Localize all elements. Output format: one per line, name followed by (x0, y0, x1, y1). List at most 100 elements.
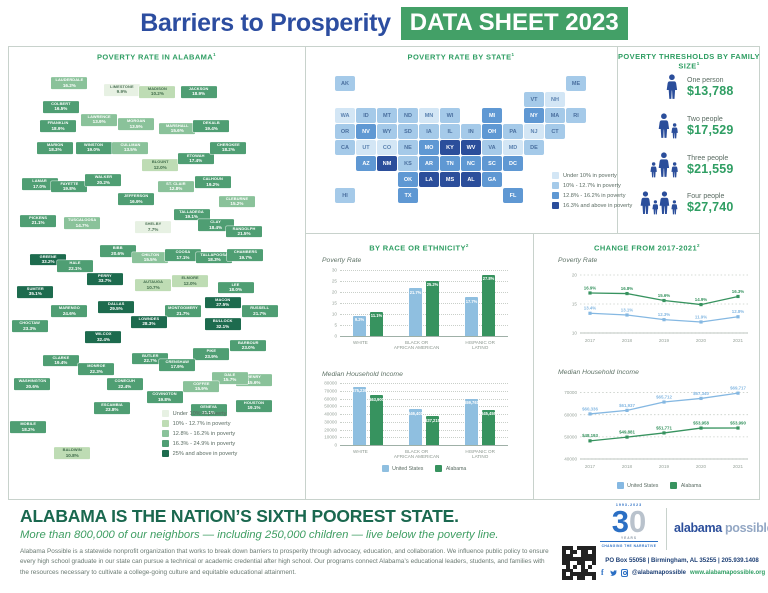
footer-subheading: More than 800,000 of our neighbors — inc… (20, 529, 499, 541)
bar-united-states: 9.2% (353, 315, 366, 336)
legend-swatch (161, 440, 169, 448)
county-value: 10.2% (150, 91, 164, 97)
gridline (340, 437, 508, 439)
county-value: 22.4% (118, 383, 132, 389)
county-houston: HOUSTON 19.1% (235, 399, 272, 412)
county-washington: WASHINGTON 20.6% (14, 378, 51, 391)
county-tuscaloosa: TUSCALOOSA 14.7% (64, 217, 101, 229)
bar-alabama: $37,215 (425, 416, 440, 445)
county-value: 21.1% (31, 220, 45, 226)
county-dallas: DALLAS 29.5% (98, 301, 135, 313)
svg-text:2019: 2019 (659, 338, 670, 343)
state-ME: ME (566, 76, 586, 91)
facebook-icon[interactable]: f (600, 568, 604, 577)
state-MT: MT (377, 108, 397, 123)
svg-text:$53,958: $53,958 (693, 420, 709, 425)
county-name: CLEBURNE (225, 195, 249, 201)
state-VT: VT (524, 92, 544, 107)
y-axis-tick: 40000 (324, 411, 337, 417)
county-value: 16.9% (129, 199, 143, 205)
threshold-row: Four people $27,740 (626, 191, 756, 215)
state-OH: OH (482, 124, 502, 139)
county-name: CULLMAN (120, 141, 141, 147)
county-name: PICKENS (29, 215, 48, 221)
legend-label: 25% and above in poverty (172, 450, 238, 457)
county-value: 32.4% (96, 336, 110, 342)
county-value: 17.9% (170, 364, 184, 370)
anniversary-years-word: YEARS (621, 536, 637, 541)
state-TX: TX (398, 188, 418, 203)
county-value: 20.2% (96, 179, 110, 185)
twitter-icon[interactable] (610, 569, 617, 576)
state-GA: GA (482, 172, 502, 187)
legend-swatch (435, 465, 443, 473)
county-name: BLOUNT (151, 159, 169, 165)
legend-label: Alabama (680, 482, 702, 489)
gridline (340, 325, 508, 326)
county-choctaw: CHOCTAW 23.3% (11, 320, 48, 333)
svg-text:50000: 50000 (564, 434, 577, 439)
legend-item: Under 10% in poverty (552, 172, 632, 179)
website-link[interactable]: www.alabamapossible.org (690, 569, 766, 576)
bar-group: 21.7% 25.2% (409, 280, 439, 336)
svg-text:2021: 2021 (733, 464, 744, 469)
legend-item: Alabama (670, 482, 701, 489)
gridline (340, 414, 508, 415)
state-NE: NE (398, 140, 418, 155)
county-talladega: TALLADEGA 19.1% (173, 208, 210, 221)
us-map-title: POVERTY RATE BY STATE1 (407, 52, 515, 62)
county-colbert: COLBERT 16.5% (42, 101, 79, 113)
y-axis-tick: 30000 (324, 419, 337, 425)
county-marshall: MARSHALL 15.6% (159, 122, 196, 135)
county-value: 12.0% (153, 164, 167, 170)
footer-social-row: f @alabamapossible www.alabamapossible.o… (596, 568, 768, 577)
county-name: CONECUH (114, 378, 135, 384)
us-map-legend: Under 10% in poverty 10% - 12.7% in pover… (552, 172, 632, 209)
state-VA: VA (482, 140, 502, 155)
person-icon (651, 200, 658, 215)
x-axis-label: HISPANIC OR LATINO (465, 448, 495, 460)
state-SD: SD (398, 124, 418, 139)
bar-alabama: 27.8% (482, 274, 495, 336)
svg-text:$69,717: $69,717 (730, 386, 746, 391)
race-poverty-label: Poverty Rate (322, 257, 362, 264)
county-value: 15.6% (170, 128, 184, 134)
county-wilcox: WILCOX 32.4% (85, 331, 122, 343)
county-name: LAWRENCE (87, 114, 111, 120)
bar-united-states: $75,236 (352, 386, 367, 445)
county-name: BALDWIN (62, 447, 82, 453)
y-axis-tick: 30 (331, 267, 337, 273)
y-axis-tick: 60000 (324, 396, 337, 401)
county-bullock: BULLOCK 32.1% (204, 318, 241, 331)
county-winston: WINSTON 19.0% (75, 141, 112, 154)
legend-item: United States (616, 482, 658, 489)
county-value: 32.1% (216, 323, 230, 329)
social-handle[interactable]: @alabamapossible (631, 569, 687, 576)
state-WI: WI (440, 108, 460, 123)
trend-income-label: Median Household Income (558, 369, 639, 376)
svg-text:$51,771: $51,771 (656, 425, 672, 430)
svg-text:$49,881: $49,881 (619, 430, 635, 435)
instagram-icon[interactable] (620, 568, 628, 577)
county-value: 15.5% (143, 257, 157, 263)
y-axis-tick: 20000 (324, 427, 337, 432)
x-axis-label: BLACK OR AFRICAN AMERICAN (393, 448, 440, 460)
county-lawrence: LAWRENCE 13.9% (81, 114, 118, 126)
county-value: 22.3% (89, 368, 103, 374)
state-WY: WY (377, 124, 397, 139)
county-value: 18.9% (51, 125, 65, 131)
county-name: MARION (46, 141, 64, 147)
svg-text:2020: 2020 (696, 338, 707, 343)
county-value: 15.9% (194, 386, 208, 392)
bar-united-states: 21.7% (409, 288, 422, 336)
county-value: 22.1% (68, 265, 82, 271)
legend-swatch (552, 182, 559, 189)
footnote-sup: 1 (213, 52, 217, 57)
county-value: 15.6% (247, 379, 261, 385)
state-HI: HI (335, 188, 355, 203)
county-chilton: CHILTON 15.5% (132, 251, 169, 264)
threshold-text: Four people $27,740 (687, 193, 734, 214)
gridline (340, 383, 508, 384)
county-name: MONTGOMERY (168, 305, 198, 311)
x-axis-label: HISPANIC OR LATINO (465, 339, 495, 351)
